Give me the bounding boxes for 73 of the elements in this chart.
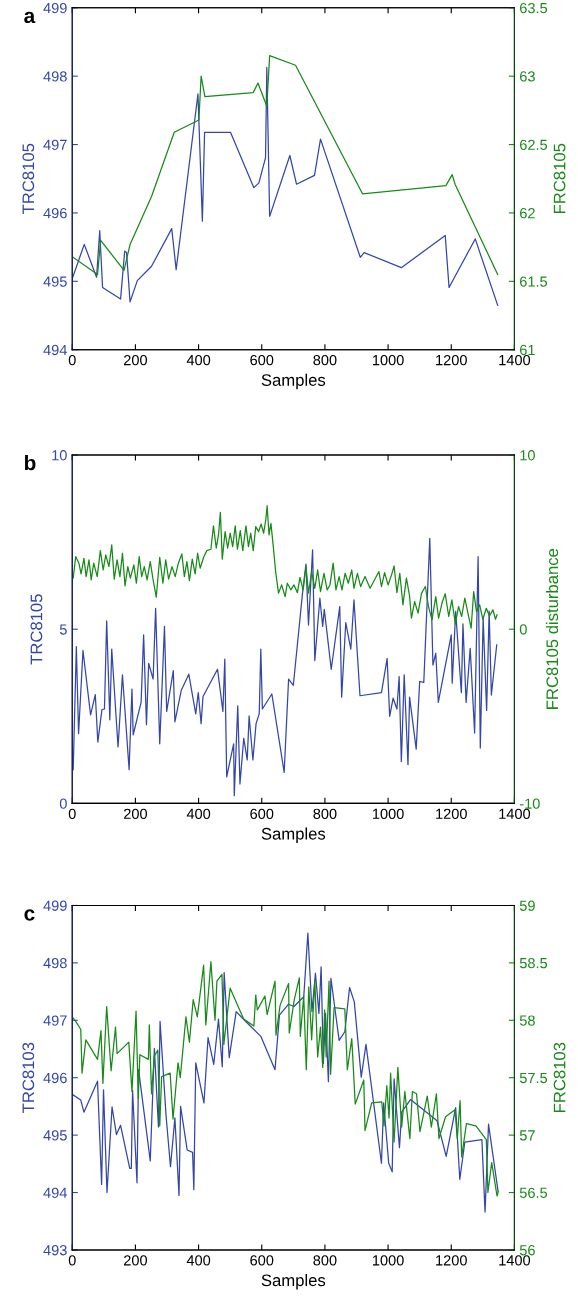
line-series [72, 932, 499, 1213]
y-tick-label: 497 [43, 139, 67, 150]
y-axis-title: TRC8105 [30, 594, 43, 665]
y-tick-label: 498 [43, 957, 67, 969]
x-tick-label: 600 [250, 1255, 274, 1266]
y-tick-label: 496 [43, 1072, 67, 1084]
y-tick-label: 495 [43, 1130, 67, 1141]
y-tick-label: 494 [43, 344, 67, 356]
x-tick-label: 1400 [499, 354, 531, 366]
x-tick-label: 200 [123, 1255, 148, 1266]
y2-tick-label: 61.5 [520, 276, 548, 287]
x-tick-label: 800 [313, 354, 337, 366]
y-tick-label: 497 [43, 1015, 67, 1026]
x-tick-label: 400 [186, 354, 211, 366]
y2-tick-label: 61 [520, 344, 535, 356]
y2-axis-title: FRC8105 disturbance [545, 548, 559, 709]
x-tick-label: 1400 [499, 808, 531, 819]
x-tick-label: 1000 [372, 354, 404, 366]
y-axis-title: TRC8105 [22, 143, 35, 215]
x-tick-label: 0 [68, 354, 76, 366]
y2-tick-label: 62 [520, 208, 535, 219]
y2-axis-title: FRC8105 [553, 143, 566, 214]
y2-tick-label: 56 [519, 1245, 535, 1256]
y2-tick-label: 57.5 [519, 1072, 548, 1084]
x-tick-label: 800 [313, 1255, 337, 1266]
y2-tick-label: 0 [519, 624, 527, 635]
x-tick-label: 1200 [436, 808, 467, 819]
line-series [72, 537, 498, 797]
y2-tick-label: 63 [520, 71, 535, 82]
y2-tick-label: 62.5 [520, 139, 548, 150]
x-tick-label: 200 [123, 808, 148, 819]
x-tick-label: 600 [250, 354, 274, 366]
y-tick-label: 496 [43, 208, 67, 219]
line-series [72, 505, 498, 629]
y2-tick-label: 57 [519, 1130, 535, 1141]
chart-title: b [24, 455, 36, 471]
x-tick-label: 400 [186, 808, 211, 819]
y-tick-label: 499 [43, 2, 67, 14]
x-tick-label: 600 [250, 808, 274, 819]
y-tick-label: 495 [43, 276, 67, 287]
x-tick-label: 200 [123, 354, 148, 366]
y-tick-label: 494 [43, 1187, 67, 1198]
y2-tick-label: 58.5 [519, 957, 548, 969]
x-tick-label: 1200 [436, 1255, 467, 1266]
y-axis-title: TRC8103 [22, 1042, 35, 1113]
x-axis-title: Samples [261, 373, 326, 390]
y-tick-label: 499 [43, 900, 67, 911]
y2-tick-label: 63.5 [520, 2, 548, 14]
line-series [72, 961, 499, 1197]
y2-axis-title: FRC8103 [553, 1042, 566, 1112]
y-tick-label: 5 [59, 624, 67, 635]
x-tick-label: 1000 [372, 1255, 404, 1266]
y-tick-label: 10 [52, 450, 67, 461]
x-axis-title: Samples [261, 1273, 326, 1290]
x-tick-label: 1000 [372, 808, 404, 819]
y2-tick-label: -10 [519, 798, 540, 809]
x-tick-label: 800 [313, 808, 337, 819]
y2-tick-label: 10 [520, 450, 535, 461]
y-tick-label: 498 [43, 71, 67, 82]
x-tick-label: 1200 [436, 354, 467, 366]
x-tick-label: 0 [68, 808, 76, 819]
y2-tick-label: 59 [519, 900, 535, 911]
y-tick-label: 0 [59, 798, 67, 809]
x-tick-label: 0 [68, 1255, 76, 1266]
x-axis-title: Samples [261, 827, 326, 843]
y-tick-label: 493 [43, 1245, 67, 1256]
chart-title: a [24, 11, 36, 24]
y2-tick-label: 58 [519, 1015, 535, 1026]
x-tick-label: 1400 [499, 1255, 531, 1266]
chart-title: c [24, 909, 35, 921]
line-series [72, 55, 499, 276]
y2-tick-label: 56.5 [519, 1187, 548, 1198]
x-tick-label: 400 [186, 1255, 211, 1266]
